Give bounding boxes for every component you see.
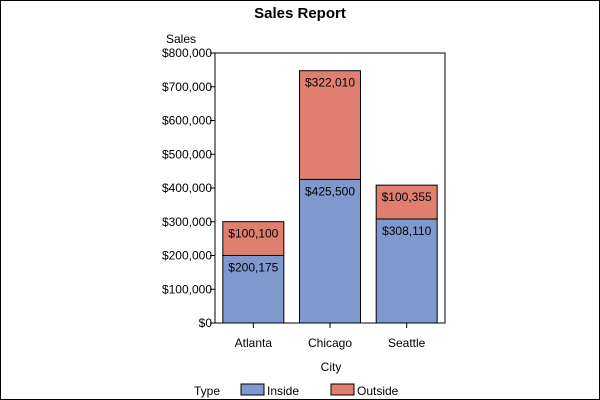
bar-outside-chicago [299,70,361,180]
y-axis-label: Sales [166,32,196,46]
legend: Type Inside Outside [194,383,399,398]
y-tick-label: $300,000 [162,215,212,229]
data-label: $322,010 [305,76,355,90]
legend-title: Type [194,384,220,398]
bar-outside-atlanta [222,221,285,256]
data-label: $100,100 [228,227,278,241]
x-tick-label: Seattle [388,336,426,350]
y-tick-label: $0 [199,316,213,330]
x-tick-label: Atlanta [235,336,273,350]
y-tick-label: $600,000 [162,114,212,128]
bar-inside-atlanta [222,254,285,324]
y-tick-label: $700,000 [162,80,212,94]
y-tick-label: $400,000 [162,181,212,195]
data-label: $100,355 [382,190,432,204]
data-label: $308,110 [382,224,431,238]
x-axis-label: City [321,360,342,374]
x-tick-label: Chicago [308,336,352,350]
y-tick-label: $200,000 [162,249,212,263]
y-tick-label: $100,000 [162,282,212,296]
plot-area: $0 $100,000 $200,000 $300,000 $400,000 $500,0… [162,46,446,350]
bar-outside-seattle [375,184,438,220]
y-tick-label: $500,000 [162,147,212,161]
bar-inside-chicago [299,178,361,324]
legend-label-outside: Outside [357,384,399,398]
legend-swatch-outside [330,383,355,396]
data-label: $200,175 [228,260,278,274]
y-tick-label: $800,000 [162,46,212,60]
legend-swatch-inside [240,383,265,396]
data-label: $425,500 [305,184,355,198]
legend-label-inside: Inside [267,384,299,398]
bar-inside-seattle [375,218,438,324]
chart-title: Sales Report [254,5,346,22]
